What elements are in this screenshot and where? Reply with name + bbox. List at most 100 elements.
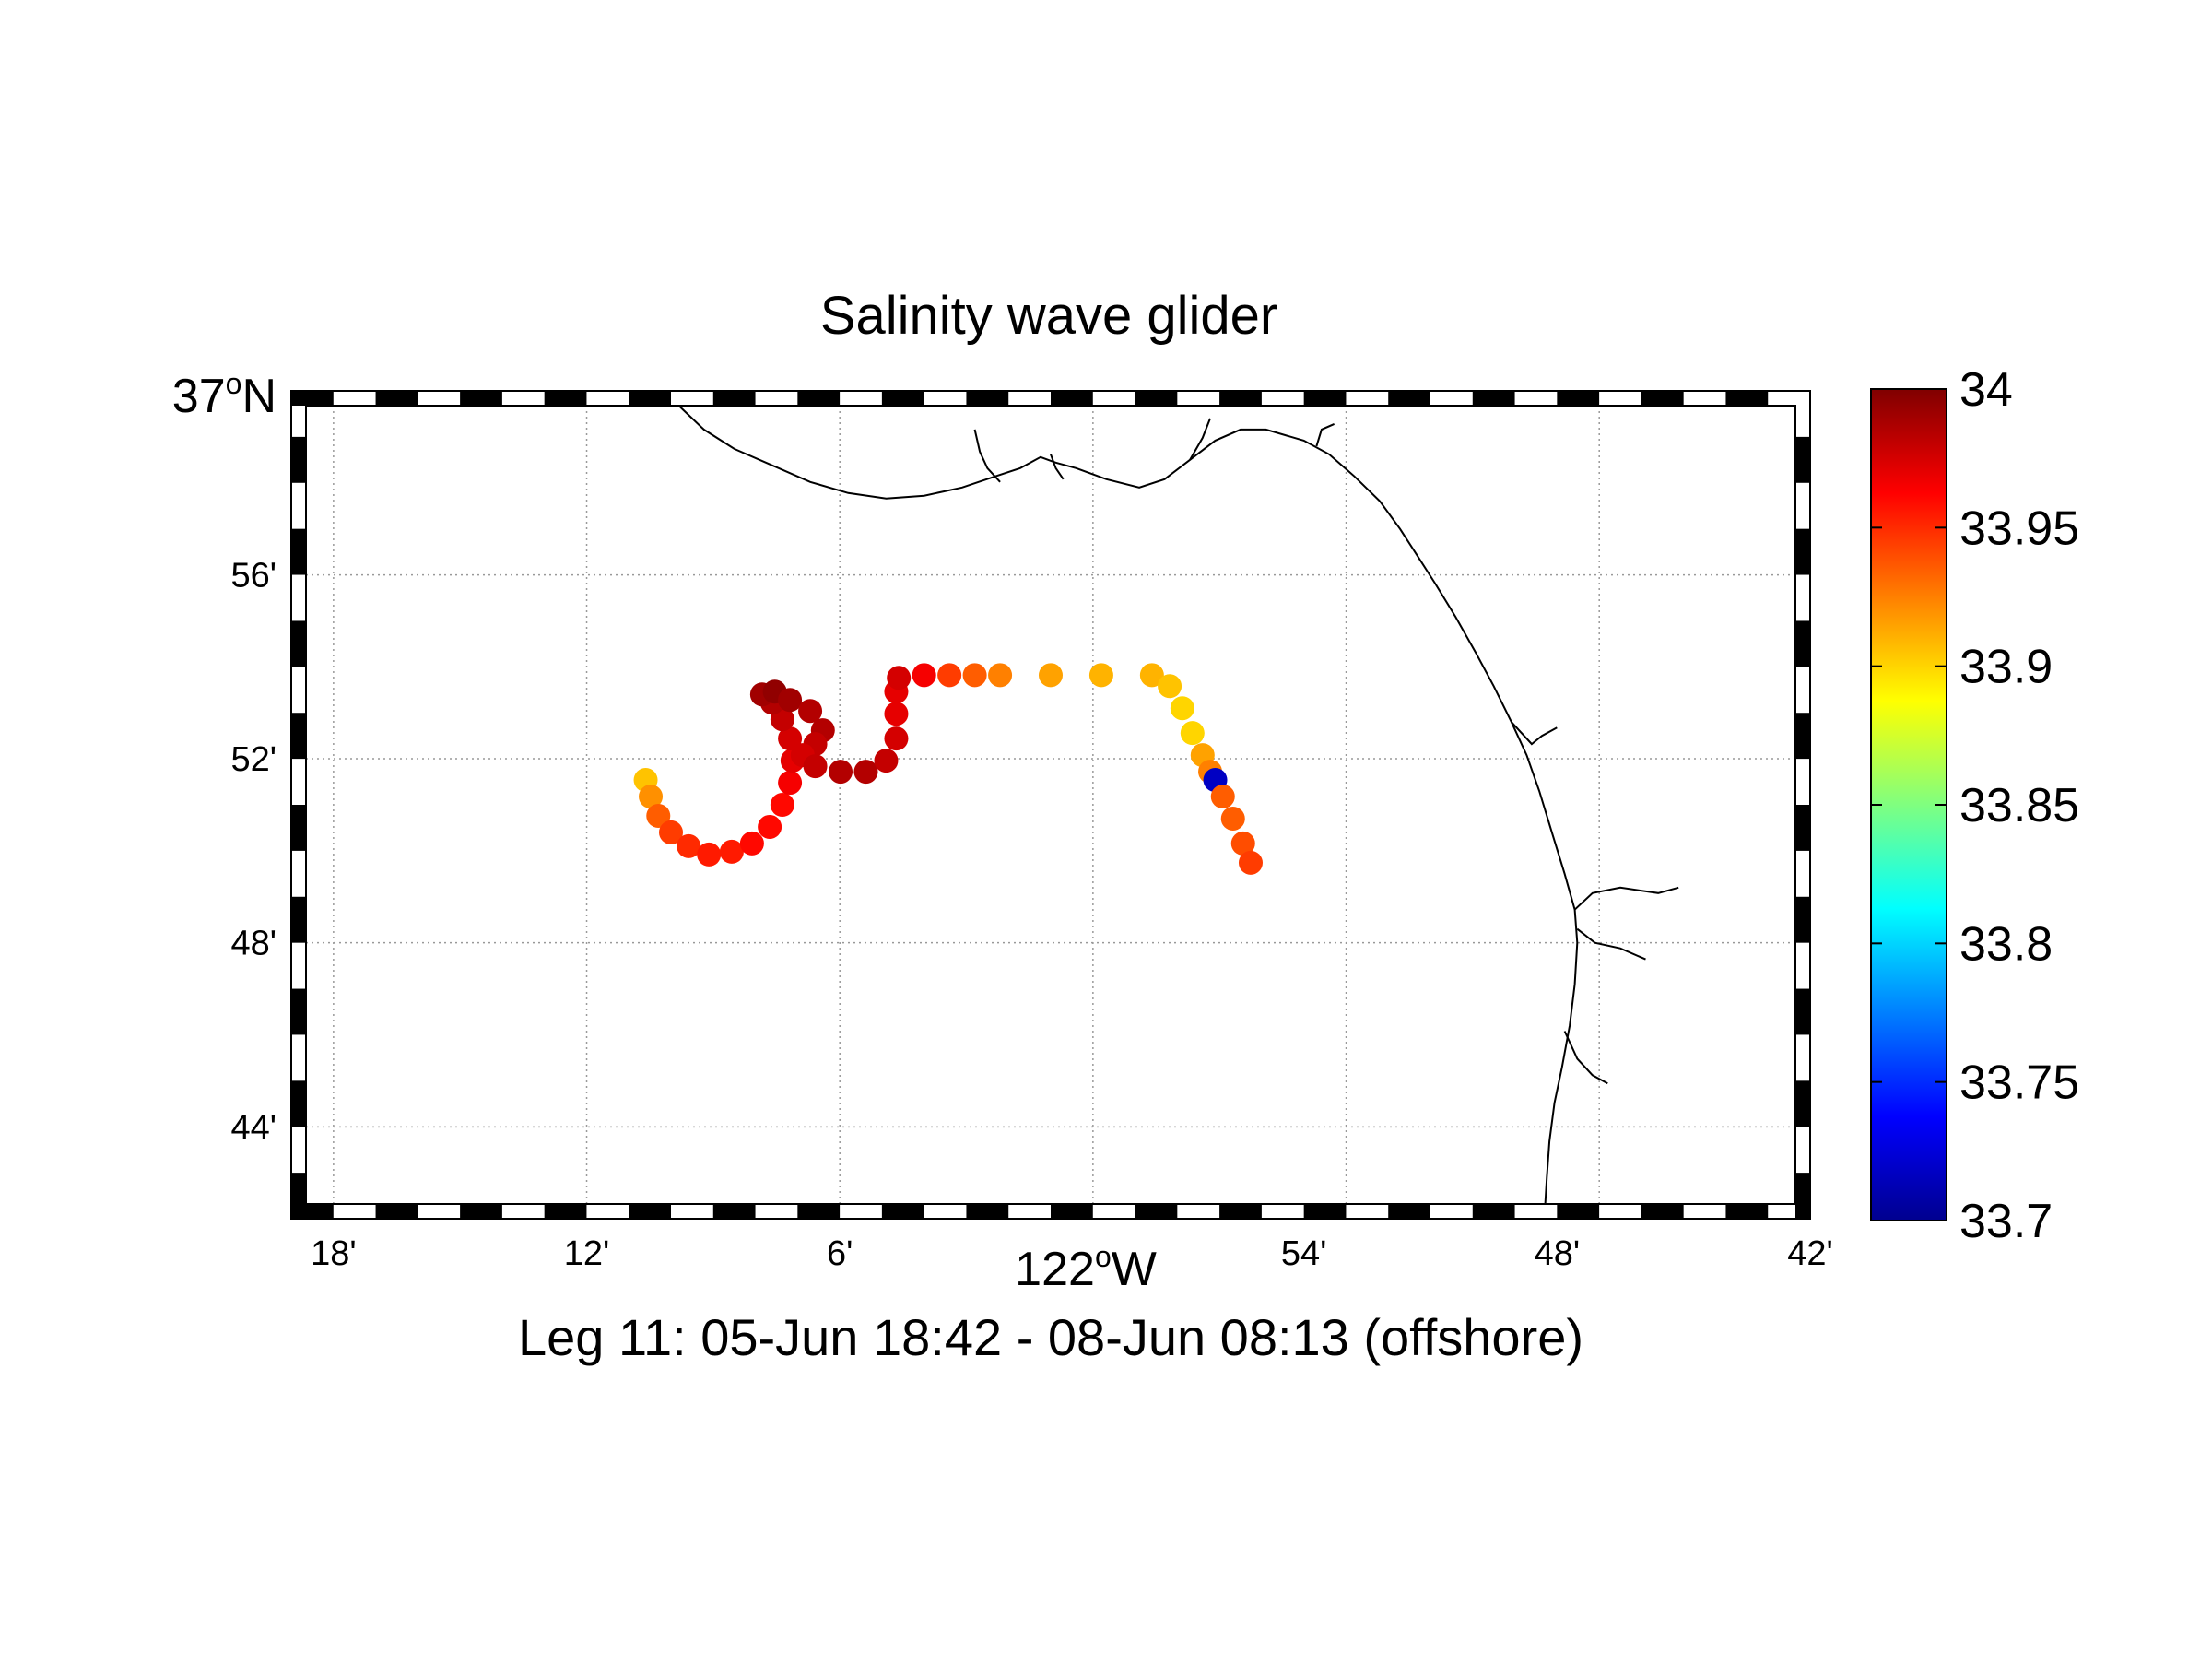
frame-segment — [1795, 713, 1810, 760]
frame-segment — [291, 528, 306, 575]
y-tick-label: 44' — [230, 1108, 276, 1147]
frame-segment — [1795, 528, 1810, 575]
coastline — [677, 406, 1679, 1204]
frame-segment — [291, 1173, 306, 1219]
frame-segment — [291, 805, 306, 851]
frame-segment — [1795, 896, 1810, 943]
frame-segment — [797, 1204, 841, 1219]
y-axis-top-degree-symbol: o — [226, 367, 242, 400]
colorbar-tick-label: 33.7 — [1959, 1195, 2053, 1248]
frame-segment — [797, 391, 841, 406]
river-path — [1511, 721, 1558, 746]
salinity-point — [884, 726, 909, 751]
frame-segment — [291, 896, 306, 943]
frame-segment — [1472, 1204, 1515, 1219]
river-path — [1050, 454, 1065, 480]
salinity-point — [887, 666, 912, 690]
salinity-point — [912, 663, 936, 688]
frame-segment — [1795, 805, 1810, 851]
salinity-point — [1230, 831, 1255, 856]
frame-segment — [291, 1080, 306, 1127]
salinity-point — [659, 820, 683, 844]
frame-segment — [881, 391, 924, 406]
frame-segment — [291, 391, 334, 406]
frame-segment — [966, 1204, 1009, 1219]
x-axis-ticks: 18' 12' 6' 54' 48' 42' — [311, 1234, 1833, 1273]
colorbar-tick-label: 33.85 — [1959, 779, 2079, 832]
x-tick-label: 12' — [564, 1234, 610, 1273]
coastline-path — [677, 406, 1579, 1204]
salinity-point — [646, 803, 671, 828]
frame-segment — [1219, 391, 1262, 406]
salinity-point — [1180, 721, 1205, 746]
river-path — [1576, 927, 1646, 961]
frame-segment — [1051, 391, 1093, 406]
frame-segment — [1135, 391, 1178, 406]
salinity-point — [1220, 806, 1245, 831]
y-tick-label: 56' — [230, 557, 276, 596]
frame-segment — [1472, 391, 1515, 406]
salinity-point — [697, 842, 722, 867]
x-tick-label: 6' — [827, 1234, 853, 1273]
frame-segment — [1219, 1204, 1262, 1219]
salinity-point — [798, 699, 823, 724]
frame-segment — [1795, 1173, 1810, 1219]
salinity-point — [778, 726, 803, 751]
x-tick-label: 54' — [1281, 1234, 1327, 1273]
frame-segment — [1557, 391, 1600, 406]
salinity-point — [770, 793, 794, 817]
frame-segment — [1641, 1204, 1684, 1219]
x-axis-suffix: W — [1112, 1243, 1157, 1296]
frame-outer — [290, 390, 1811, 1220]
map-frame — [290, 390, 1811, 1220]
colorbar-tick-label: 33.75 — [1959, 1056, 2079, 1110]
y-axis-top-suffix: N — [241, 370, 276, 423]
x-tick-label: 18' — [311, 1234, 357, 1273]
river-path — [973, 429, 1001, 483]
salinity-point — [1039, 663, 1063, 688]
map-grid — [306, 406, 1795, 1204]
frame-segment — [629, 391, 671, 406]
x-tick-label: 48' — [1535, 1234, 1581, 1273]
frame-segment — [1795, 1080, 1810, 1127]
salinity-point — [778, 688, 803, 713]
frame-segment — [1725, 391, 1769, 406]
frame-segment — [1641, 391, 1684, 406]
y-axis-top-degrees: 37 — [172, 370, 226, 423]
salinity-point — [677, 833, 701, 858]
colorbar-ticks: 34 33.95 33.9 33.85 33.8 33.75 33.7 — [1871, 363, 2079, 1248]
river-path — [1315, 422, 1335, 447]
frame-segment — [712, 391, 756, 406]
y-axis-top-label: 37oN — [172, 367, 276, 423]
frame-segment — [291, 620, 306, 667]
colorbar-tick-label: 34 — [1959, 363, 2013, 417]
frame-segment — [460, 1204, 502, 1219]
frame-segment — [1795, 620, 1810, 667]
frame-segment — [712, 1204, 756, 1219]
colorbar-tick-label: 33.8 — [1959, 917, 2053, 971]
salinity-point — [1139, 663, 1164, 688]
colorbar — [1870, 388, 1947, 1221]
x-axis-degree-symbol: o — [1095, 1240, 1112, 1273]
y-tick-label: 48' — [230, 925, 276, 963]
salinity-point — [803, 754, 828, 779]
salinity-point — [639, 785, 664, 809]
salinity-point — [829, 760, 853, 785]
leg-caption: Leg 11: 05-Jun 18:42 - 08-Jun 08:13 (off… — [518, 1308, 1583, 1366]
frame-segment — [1388, 1204, 1430, 1219]
frame-segment — [1051, 1204, 1093, 1219]
frame-inner — [305, 405, 1796, 1205]
x-tick-label: 42' — [1787, 1234, 1833, 1273]
frame-segment — [544, 391, 587, 406]
salinity-point — [778, 771, 803, 796]
y-tick-label: 52' — [230, 740, 276, 779]
salinity-point — [874, 749, 899, 773]
frame-segment — [1795, 436, 1810, 483]
salinity-point — [1170, 696, 1194, 721]
frame-segment — [291, 713, 306, 760]
salinity-point — [1238, 850, 1263, 875]
x-axis-label: 122oW — [1015, 1240, 1157, 1296]
salinity-point — [1158, 674, 1182, 699]
